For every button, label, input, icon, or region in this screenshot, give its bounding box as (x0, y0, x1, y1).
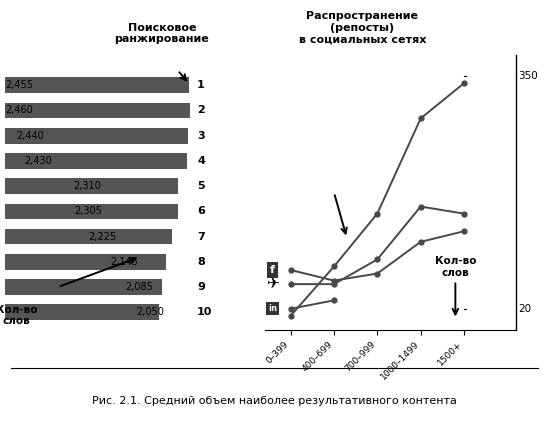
Bar (5, 203, 178, 219)
Text: 2: 2 (197, 105, 205, 115)
Bar (5, 254, 166, 269)
Text: 7: 7 (197, 232, 205, 242)
Text: ✈: ✈ (266, 277, 279, 291)
Text: 2,145: 2,145 (110, 257, 138, 267)
Text: in: in (268, 304, 277, 313)
Text: 2,310: 2,310 (73, 181, 100, 191)
Bar (5, 305, 159, 320)
Bar (5, 229, 172, 244)
Text: 2,440: 2,440 (16, 131, 44, 141)
Text: f: f (270, 265, 275, 275)
Text: 2,305: 2,305 (74, 206, 102, 217)
Text: Кол-во
слов: Кол-во слов (0, 305, 37, 326)
Text: 4: 4 (197, 156, 205, 166)
Text: 20: 20 (518, 304, 531, 314)
Text: 1: 1 (197, 80, 205, 90)
Bar (5, 128, 188, 143)
Text: 350: 350 (518, 71, 538, 81)
Text: 5: 5 (197, 181, 205, 191)
Text: 6: 6 (197, 206, 205, 217)
Bar (5, 103, 189, 118)
Text: 8: 8 (197, 257, 205, 267)
Text: 2,050: 2,050 (137, 307, 164, 317)
Text: 3: 3 (197, 131, 205, 141)
Bar (5, 279, 161, 295)
Text: 9: 9 (197, 282, 205, 292)
Text: 2,225: 2,225 (88, 232, 116, 242)
Bar (5, 179, 178, 194)
Text: Кол-во
слов: Кол-во слов (435, 256, 476, 277)
Text: 2,430: 2,430 (24, 156, 52, 166)
Text: Поисковое
ранжирование: Поисковое ранжирование (115, 23, 209, 44)
Text: Рис. 2.1. Средний объем наиболее результативного контента: Рис. 2.1. Средний объем наиболее результ… (92, 396, 457, 406)
Text: 2,085: 2,085 (125, 282, 153, 292)
Text: 10: 10 (197, 307, 212, 317)
Text: 2,460: 2,460 (5, 105, 33, 115)
Text: Распространение
(репосты)
в социальных сетях: Распространение (репосты) в социальных с… (299, 11, 426, 44)
Bar (5, 77, 189, 93)
Text: 2,455: 2,455 (5, 80, 33, 90)
Bar (5, 153, 187, 169)
